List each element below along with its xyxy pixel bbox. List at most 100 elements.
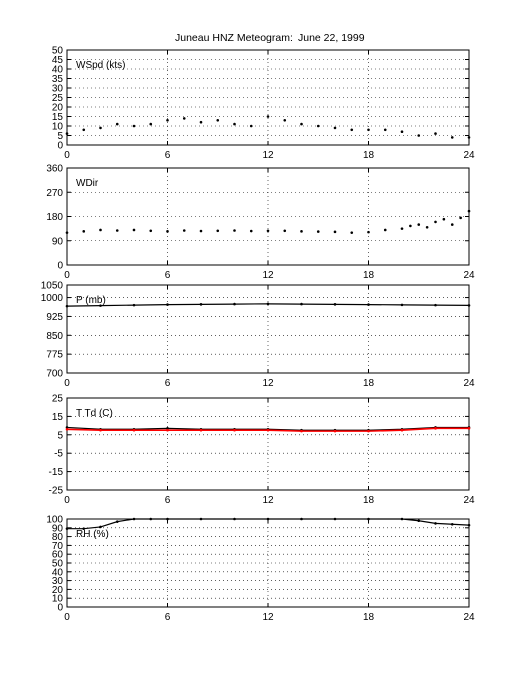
x-tick-label: 0 — [64, 270, 70, 281]
y-tick-label: 925 — [46, 312, 63, 323]
x-tick-label: 12 — [262, 495, 274, 506]
data-point — [132, 428, 136, 432]
data-point — [99, 525, 102, 529]
x-tick-label: 6 — [165, 150, 171, 161]
data-point — [132, 124, 136, 128]
data-point — [367, 303, 370, 306]
data-point — [283, 119, 287, 122]
data-point — [249, 124, 253, 128]
data-point — [300, 517, 303, 521]
y-tick-label: 40 — [52, 65, 64, 76]
y-tick-label: 775 — [46, 350, 63, 361]
data-point — [300, 429, 303, 433]
data-point — [82, 527, 86, 530]
data-point — [216, 119, 220, 122]
y-tick-label: 270 — [46, 188, 63, 199]
data-point — [82, 128, 86, 132]
data-point — [450, 136, 454, 139]
y-tick-label: 45 — [52, 55, 64, 66]
data-point — [199, 120, 203, 124]
data-point — [300, 302, 303, 306]
chart-title: Juneau HNZ Meteogram: — [175, 32, 293, 44]
y-tick-label: 90 — [52, 236, 64, 247]
data-point — [367, 230, 370, 234]
x-tick-label: 0 — [64, 150, 70, 161]
data-point — [233, 517, 236, 521]
data-point — [459, 216, 462, 220]
data-point — [132, 517, 136, 521]
x-tick-label: 12 — [262, 612, 274, 623]
data-point — [467, 304, 471, 307]
data-point — [149, 122, 153, 126]
data-point — [400, 227, 404, 230]
y-tick-label: 700 — [46, 369, 63, 380]
data-point — [233, 428, 236, 432]
y-tick-label: 15 — [52, 412, 64, 423]
data-point — [434, 220, 437, 224]
x-tick-label: 18 — [363, 495, 375, 506]
y-tick-label: 20 — [52, 103, 64, 114]
data-point — [450, 223, 454, 226]
y-tick-label: -15 — [49, 467, 64, 478]
data-point — [367, 128, 370, 132]
y-tick-label: 0 — [57, 261, 63, 272]
data-point — [115, 122, 119, 126]
data-point — [99, 428, 102, 432]
y-tick-label: 100 — [46, 515, 63, 526]
data-point — [400, 130, 404, 133]
y-tick-label: 25 — [52, 93, 64, 104]
x-tick-label: 0 — [64, 612, 70, 623]
y-tick-label: 5 — [57, 131, 63, 142]
data-point — [467, 136, 471, 139]
data-point — [266, 428, 270, 432]
x-tick-label: 24 — [463, 495, 475, 506]
panel-label: WSpd (kts) — [76, 60, 125, 71]
x-tick-label: 18 — [363, 150, 375, 161]
data-point — [216, 229, 220, 233]
y-tick-label: 850 — [46, 331, 63, 342]
chart-date: June 22, 1999 — [298, 32, 365, 44]
data-point — [199, 428, 203, 432]
x-tick-label: 18 — [363, 612, 375, 623]
y-tick-label: 1050 — [41, 281, 64, 292]
data-point — [132, 228, 136, 232]
data-point — [249, 229, 253, 233]
data-point — [417, 519, 421, 523]
data-point — [316, 124, 320, 128]
chart-title-row: Juneau HNZ Meteogram: June 22, 1999 — [0, 32, 520, 48]
data-point — [199, 303, 203, 306]
data-point — [65, 427, 69, 431]
series-1 — [65, 209, 471, 234]
data-point — [166, 517, 169, 521]
y-tick-label: -5 — [54, 449, 63, 460]
data-point — [99, 304, 102, 307]
data-point — [166, 119, 169, 122]
y-tick-label: 70 — [52, 541, 64, 552]
data-point — [333, 429, 337, 433]
panel-label: RH (%) — [76, 529, 109, 540]
y-tick-label: 20 — [52, 585, 64, 596]
data-point — [400, 517, 404, 521]
data-point — [333, 303, 337, 306]
y-tick-label: 10 — [52, 122, 64, 133]
data-point — [166, 427, 169, 430]
data-point — [115, 229, 119, 232]
data-point — [333, 230, 337, 234]
data-point — [467, 523, 471, 527]
y-tick-label: 30 — [52, 84, 64, 95]
y-tick-label: 25 — [52, 394, 64, 405]
axes-frame — [66, 397, 470, 491]
y-tick-label: 0 — [57, 141, 63, 152]
data-point — [409, 224, 412, 228]
data-point — [417, 223, 421, 226]
x-tick-label: 6 — [165, 270, 171, 281]
data-point — [149, 229, 153, 233]
data-point — [166, 428, 169, 432]
x-tick-label: 12 — [262, 150, 274, 161]
data-point — [166, 303, 169, 306]
data-point — [266, 302, 270, 306]
